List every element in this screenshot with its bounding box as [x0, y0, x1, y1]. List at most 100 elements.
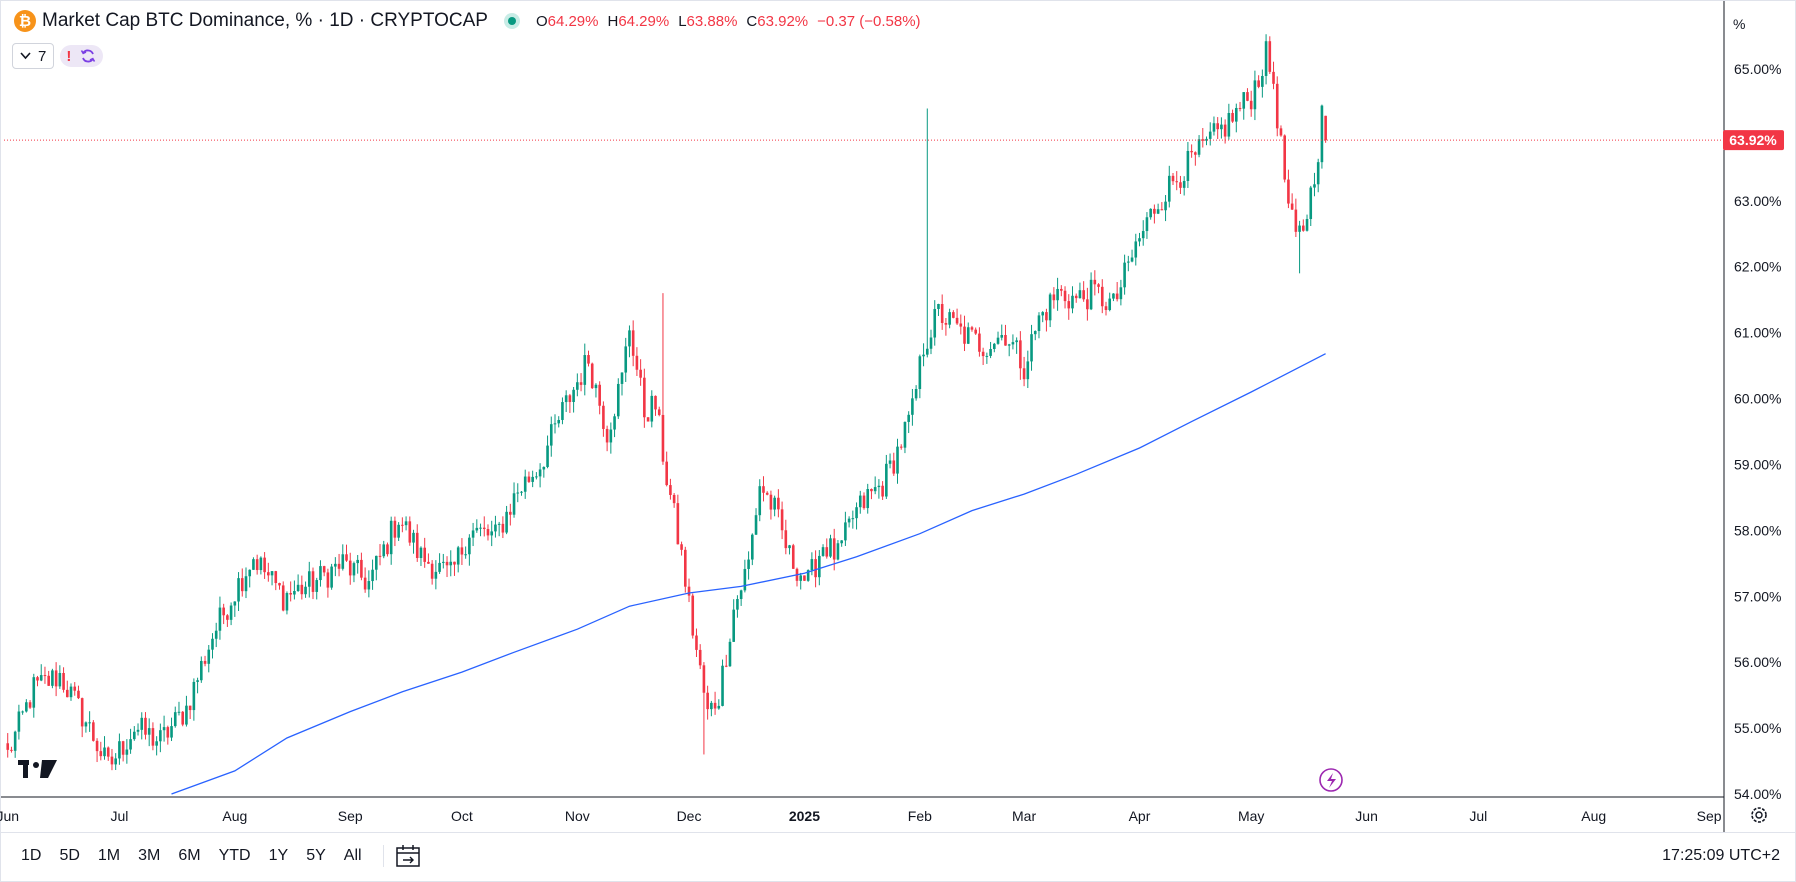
candle-body	[520, 491, 523, 493]
candle-body	[326, 572, 330, 588]
range-5y[interactable]: 5Y	[306, 847, 326, 864]
range-3m[interactable]: 3M	[138, 847, 161, 864]
candle-body	[1223, 124, 1227, 137]
tradingview-logo[interactable]	[18, 760, 57, 778]
candle-body	[10, 749, 13, 751]
refresh-icon[interactable]	[79, 47, 97, 65]
candle-body	[806, 570, 810, 581]
candle-body	[758, 486, 762, 516]
candle-body	[73, 686, 77, 691]
candle-body	[1231, 113, 1234, 122]
candle-body	[106, 747, 110, 757]
candle-body	[1324, 115, 1327, 141]
candle-body	[110, 756, 114, 765]
candle-body	[412, 532, 415, 543]
price-tick-label: 65.00%	[1734, 61, 1781, 77]
candle-body	[155, 741, 158, 746]
candle-body	[788, 545, 791, 549]
calendar-goto-icon[interactable]	[394, 844, 422, 868]
candle-body	[1290, 203, 1294, 210]
candle-body	[978, 333, 981, 352]
current-price-tag[interactable]	[1723, 130, 1784, 151]
candle-body	[356, 559, 359, 564]
candle-body	[579, 382, 583, 385]
candle-body	[47, 675, 50, 686]
candle-body	[222, 607, 225, 616]
ohlc-close-label: C	[746, 12, 758, 30]
indicators-toggle-button[interactable]: 7	[12, 43, 55, 69]
candle-body	[1302, 225, 1305, 231]
candle-body	[494, 524, 497, 532]
lightning-icon[interactable]	[1319, 768, 1343, 792]
candle-body	[1257, 80, 1260, 87]
candle-body	[1227, 113, 1231, 137]
candle-body	[873, 487, 877, 492]
candle-body	[378, 555, 382, 557]
range-1m[interactable]: 1M	[97, 847, 121, 864]
timezone-clock[interactable]: 17:25:09 UTC+2	[1662, 847, 1780, 864]
chart-legend-header: ₿ Market Cap BTC Dominance, % · 1D · CRY…	[14, 10, 921, 32]
candle-body	[118, 741, 121, 759]
candle-body	[1242, 92, 1246, 109]
candle-body	[1115, 293, 1119, 300]
candle-body	[226, 615, 229, 620]
candle-body	[460, 547, 464, 555]
candle-body	[713, 702, 717, 709]
candle-body	[434, 571, 438, 579]
candle-body	[765, 492, 769, 495]
ohlc-open-label: O	[535, 12, 548, 30]
indicator-status-badges[interactable]: !	[60, 45, 104, 67]
range-6m[interactable]: 6M	[178, 847, 201, 864]
range-all[interactable]: All	[343, 847, 362, 864]
candle-body	[1160, 209, 1164, 211]
candle-body	[661, 414, 665, 462]
candle-body	[870, 489, 873, 492]
candle-body	[1097, 284, 1100, 287]
candle-body	[929, 337, 933, 349]
candle-body	[1234, 107, 1238, 122]
candle-body	[948, 312, 951, 325]
candle-body	[1071, 295, 1074, 309]
candle-body	[925, 348, 929, 355]
symbol-title[interactable]: Market Cap BTC Dominance, % · 1D · CRYPT…	[42, 10, 488, 31]
warning-icon[interactable]: !	[66, 47, 72, 65]
range-1y[interactable]: 1Y	[268, 847, 289, 864]
candle-body	[706, 692, 709, 710]
candle-body	[486, 529, 490, 536]
candle-body	[1022, 368, 1026, 380]
candle-body	[1153, 208, 1156, 214]
candle-body	[468, 537, 471, 555]
candle-body	[252, 559, 255, 570]
ohlc-close-value: 63.92%	[757, 12, 809, 30]
candle-body	[1268, 41, 1272, 72]
candle-body	[21, 711, 24, 713]
candle-body	[6, 743, 10, 750]
candle-body	[631, 330, 635, 356]
price-tick-label: 63.00%	[1734, 193, 1781, 209]
range-ytd[interactable]: YTD	[218, 847, 251, 864]
candle-body	[1000, 334, 1004, 338]
candle-body	[732, 609, 735, 642]
candle-body	[114, 758, 117, 765]
candle-body	[69, 686, 73, 698]
candle-body	[80, 698, 84, 727]
candle-body	[121, 741, 125, 755]
candle-body	[1283, 135, 1286, 180]
time-tick-label: Sep	[1697, 808, 1722, 824]
candle-body	[1249, 100, 1253, 110]
candle-body	[263, 557, 266, 573]
candle-body	[229, 605, 233, 620]
candle-body	[862, 495, 866, 509]
market-status-icon[interactable]	[503, 13, 520, 29]
candle-body	[911, 398, 914, 415]
time-tick-label: 2025	[789, 808, 820, 824]
candle-body	[751, 534, 754, 560]
range-5d[interactable]: 5D	[59, 847, 80, 864]
bottom-toolbar: 1D 5D 1M 3M 6M YTD 1Y 5Y All 17:25:09 UT…	[0, 832, 1796, 879]
settings-icon[interactable]	[1751, 807, 1767, 823]
candle-body	[248, 569, 252, 577]
candle-body	[784, 530, 788, 549]
candle-body	[691, 595, 695, 636]
range-1d[interactable]: 1D	[21, 847, 42, 864]
